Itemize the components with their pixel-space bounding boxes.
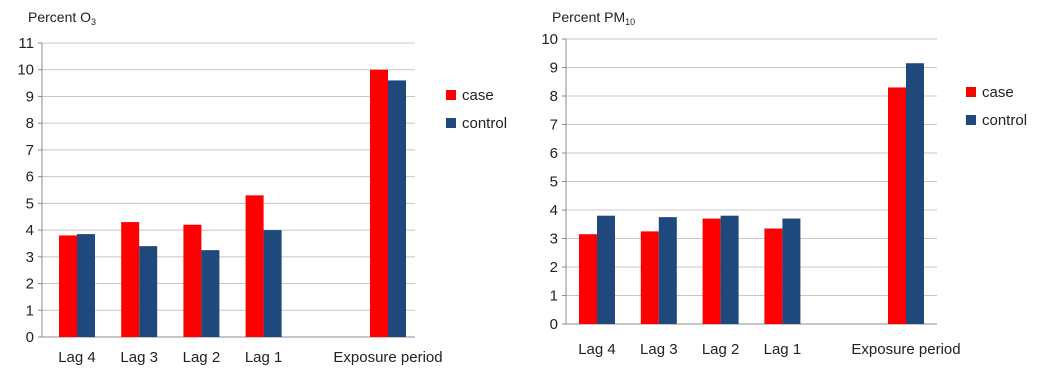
o3-x-tick-label: Lag 2 (183, 349, 221, 366)
pm10-chart-svg: Percent PM10 0 1 2 3 4 5 6 7 8 9 10 Lag 4 Lag 3 Lag 2 L… (541, 9, 1027, 358)
pm10-y-tick-label: 5 (550, 174, 558, 191)
o3-y-tick-label: 9 (26, 88, 34, 105)
o3-x-tick-label: Lag 4 (58, 349, 96, 366)
pm10-x-tick-label: Lag 2 (702, 341, 740, 358)
o3-y-tick-label: 5 (26, 195, 34, 212)
pm10-y-tick-label: 7 (550, 117, 558, 134)
pm10-bar-control (906, 63, 924, 324)
o3-bar-case (370, 69, 388, 338)
o3-bar-case (245, 195, 264, 337)
o3-bar-case (183, 224, 202, 337)
o3-x-tick-label: Lag 3 (120, 349, 158, 366)
o3-y-tick-label: 6 (26, 169, 34, 186)
pm10-y-tick-label: 10 (541, 31, 558, 48)
pm10-y-tick-label: 4 (550, 202, 558, 219)
o3-x-tick-label: Exposure period (333, 349, 442, 366)
pm10-chart-title: Percent PM10 (552, 9, 635, 27)
pm10-bar-control (597, 215, 615, 324)
pm10-y-tick-label: 6 (550, 145, 558, 162)
pm10-y-tick-label: 8 (550, 88, 558, 105)
o3-y-tick-label: 4 (26, 222, 34, 239)
pm10-bar-case (888, 87, 906, 324)
o3-y-tick-label: 3 (26, 249, 34, 266)
o3-legend-label-control: control (462, 115, 507, 132)
o3-bar-control (77, 234, 95, 337)
pm10-bar-control (658, 217, 677, 324)
pm10-y-tick-label: 9 (550, 60, 558, 77)
pm10-x-tick-label: Lag 3 (640, 341, 678, 358)
pm10-legend-swatch-control (966, 115, 976, 125)
pm10-x-tick-label: Exposure period (851, 341, 960, 358)
o3-y-tick-label: 2 (26, 276, 34, 293)
pm10-bar-control (720, 215, 739, 324)
o3-y-tick-label: 0 (26, 329, 34, 346)
o3-chart-svg: Percent O3 0 1 2 3 4 5 6 7 8 9 10 11 Lag 4 Lag 3 Lag 2 L… (17, 9, 507, 366)
o3-bar-control (139, 246, 158, 337)
o3-y-tick-label: 8 (26, 115, 34, 132)
o3-x-tick-label: Lag 1 (245, 349, 283, 366)
pm10-bar-case (640, 231, 659, 324)
pm10-bar-case (579, 234, 597, 324)
o3-y-tick-label: 7 (26, 142, 34, 159)
o3-legend-label-case: case (462, 87, 494, 104)
pm10-y-tick-label: 1 (550, 288, 558, 305)
pm10-bar-case (702, 218, 721, 324)
pm10-y-tick-label: 2 (550, 259, 558, 276)
o3-y-tick-label: 1 (26, 302, 34, 319)
pm10-bar-case (764, 228, 783, 324)
pm10-x-tick-label: Lag 1 (764, 341, 802, 358)
pm10-y-tick-label: 0 (550, 316, 558, 333)
pm10-legend-label-control: control (982, 112, 1027, 129)
pm10-legend-label-case: case (982, 84, 1014, 101)
o3-bar-control (201, 250, 220, 337)
pm10-chart: Percent PM10 0 1 2 3 4 5 6 7 8 9 10 Lag 4 Lag 3 Lag 2 L… (520, 0, 1039, 377)
o3-legend-swatch-control (446, 118, 456, 128)
o3-chart-title: Percent O3 (28, 9, 96, 27)
pm10-legend-swatch-case (966, 87, 976, 97)
pm10-x-tick-label: Lag 4 (578, 341, 616, 358)
pm10-y-tick-label: 3 (550, 231, 558, 248)
o3-bar-case (59, 235, 77, 337)
pm10-bar-control (782, 218, 801, 324)
o3-y-tick-label: 10 (17, 62, 34, 79)
o3-bar-control (388, 80, 406, 337)
o3-bar-control (263, 230, 282, 337)
o3-chart: Percent O3 0 1 2 3 4 5 6 7 8 9 10 11 Lag 4 Lag 3 Lag 2 L… (17, 9, 507, 366)
o3-y-tick-label: 11 (18, 35, 34, 52)
o3-legend-swatch-case (446, 90, 456, 100)
o3-bar-case (121, 222, 140, 337)
